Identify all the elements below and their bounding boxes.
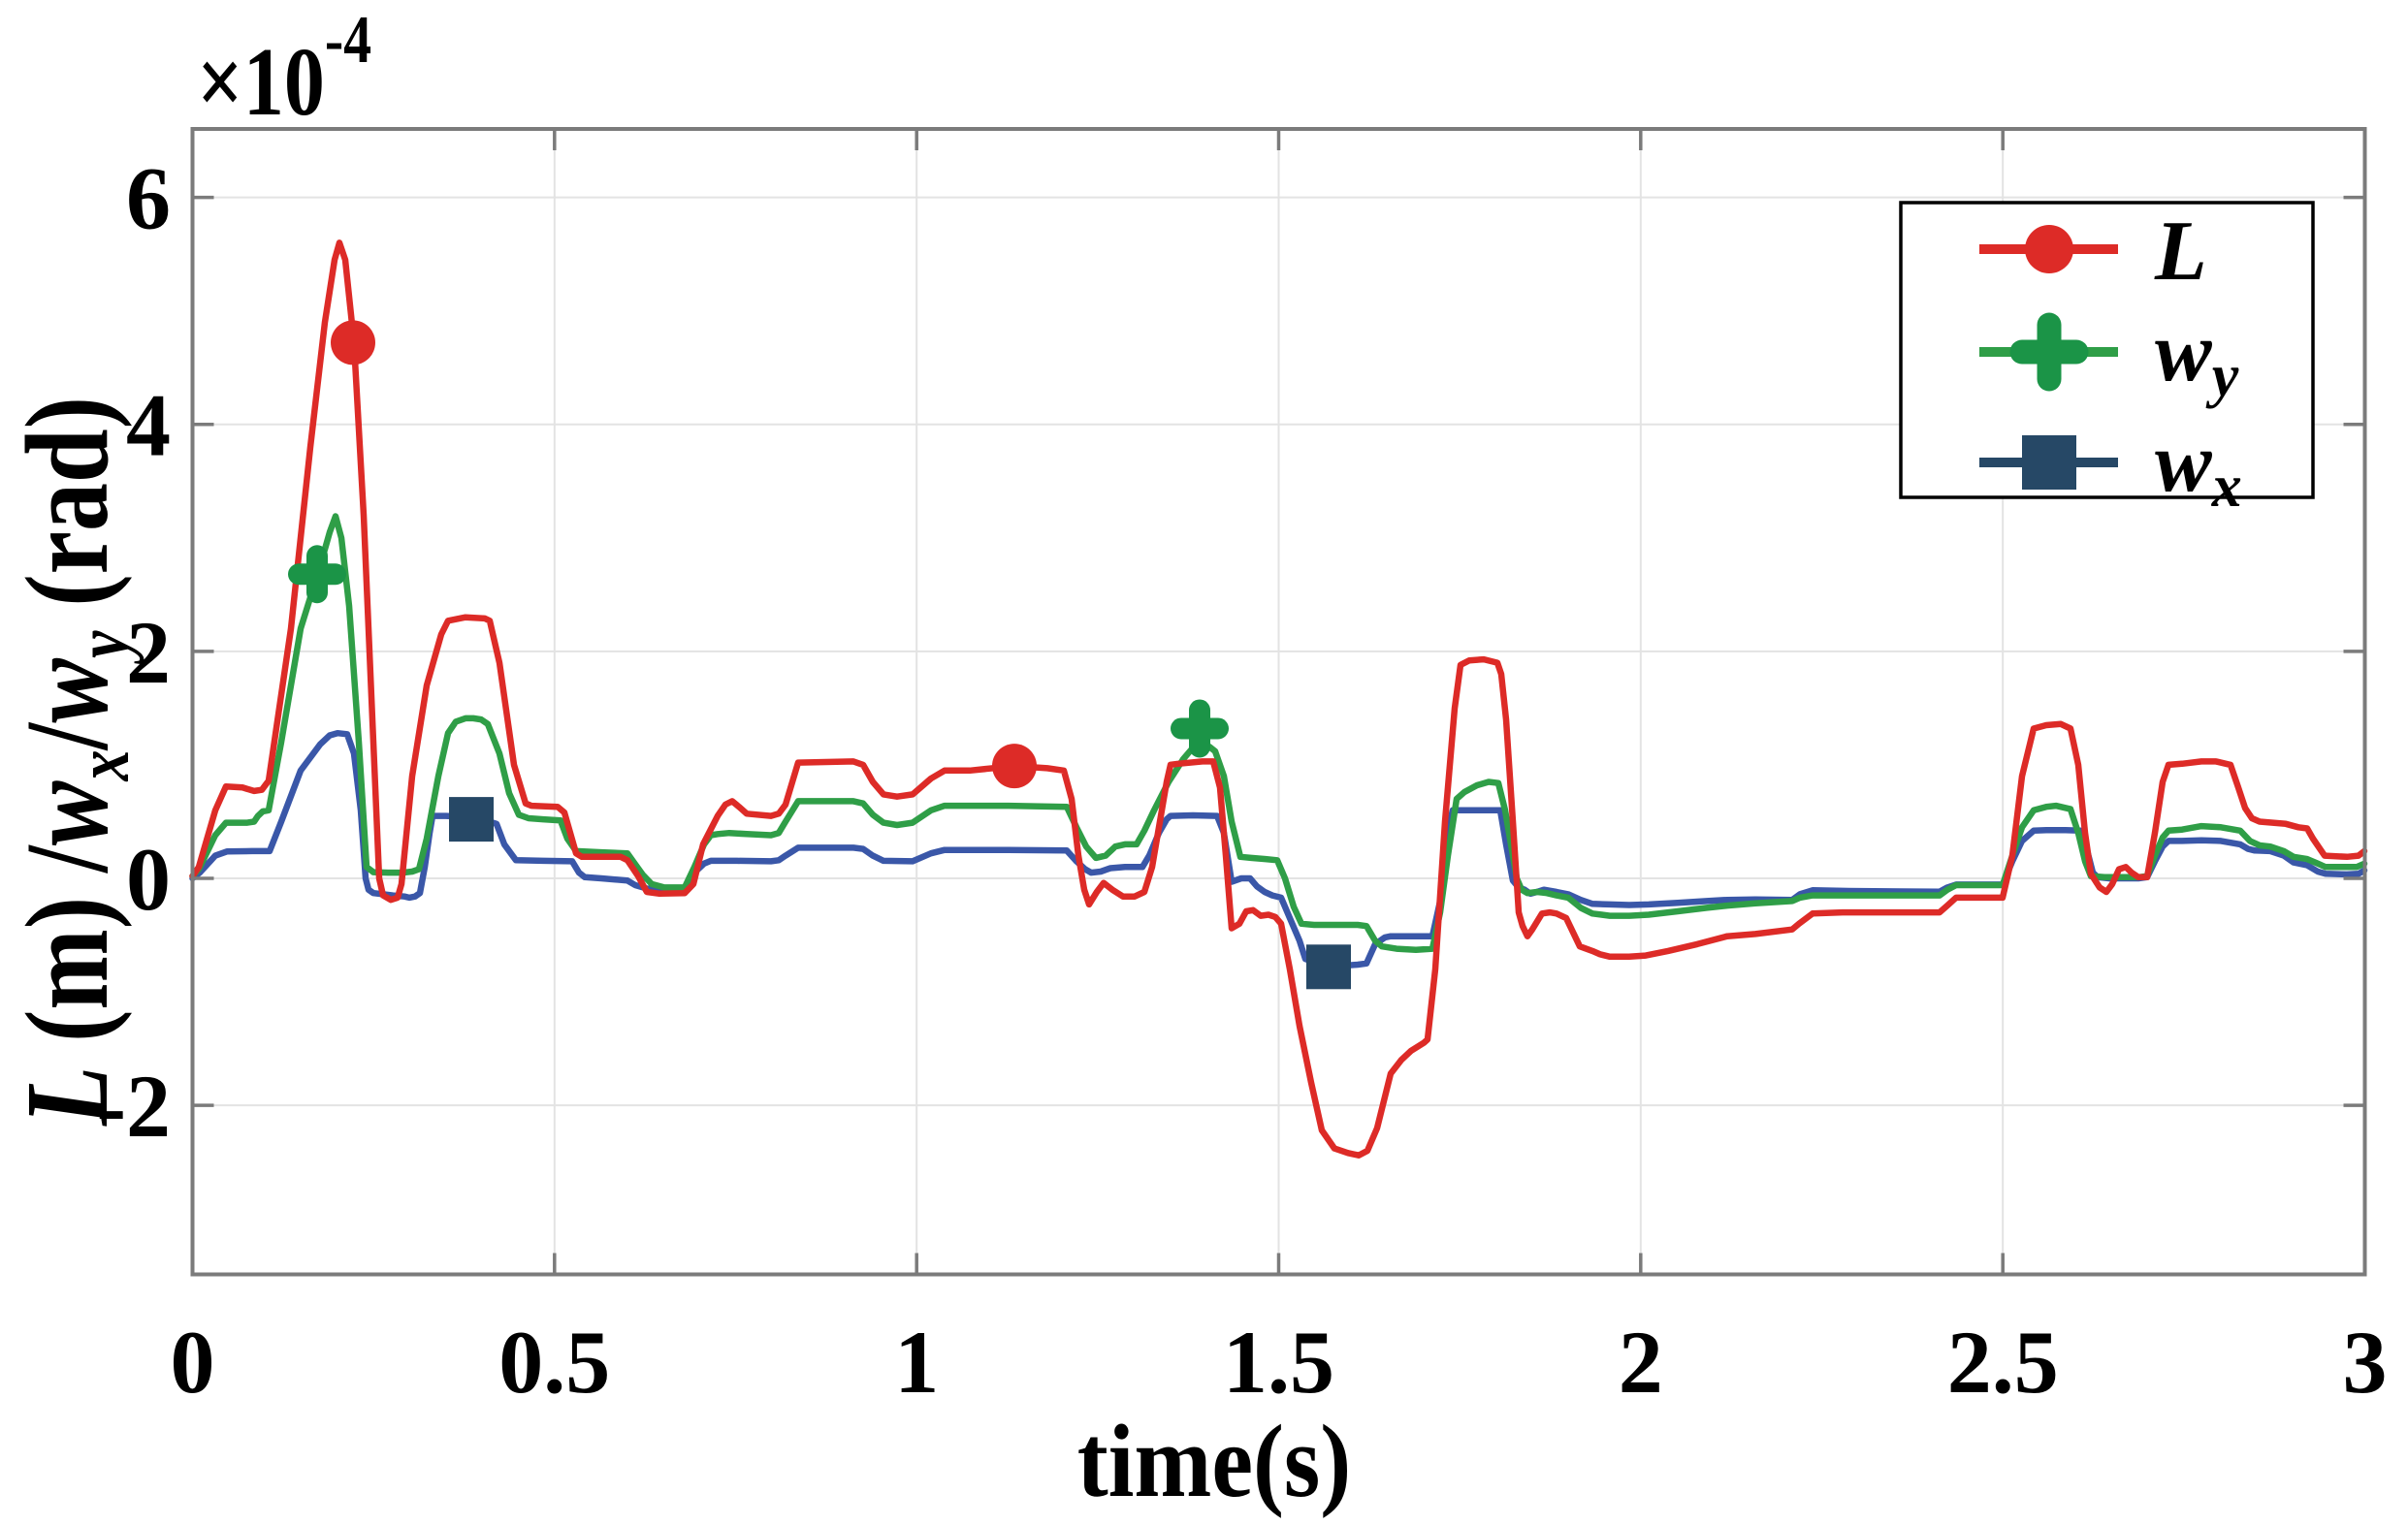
svg-text:2: 2 bbox=[1619, 1313, 1663, 1412]
svg-text:0.5: 0.5 bbox=[498, 1313, 610, 1412]
svg-text:4: 4 bbox=[126, 376, 171, 475]
svg-text:time(s): time(s) bbox=[1077, 1404, 1351, 1519]
svg-text:1: 1 bbox=[894, 1313, 939, 1412]
svg-text:6: 6 bbox=[126, 149, 171, 248]
svg-text:-2: -2 bbox=[96, 1057, 171, 1156]
svg-text:3: 3 bbox=[2343, 1313, 2388, 1412]
svg-text:0: 0 bbox=[126, 830, 171, 929]
svg-text:2: 2 bbox=[126, 603, 171, 702]
svg-text:L: L bbox=[2154, 205, 2207, 299]
svg-text:0: 0 bbox=[171, 1313, 215, 1412]
svg-text:1.5: 1.5 bbox=[1223, 1313, 1334, 1412]
svg-text:2.5: 2.5 bbox=[1947, 1313, 2059, 1412]
